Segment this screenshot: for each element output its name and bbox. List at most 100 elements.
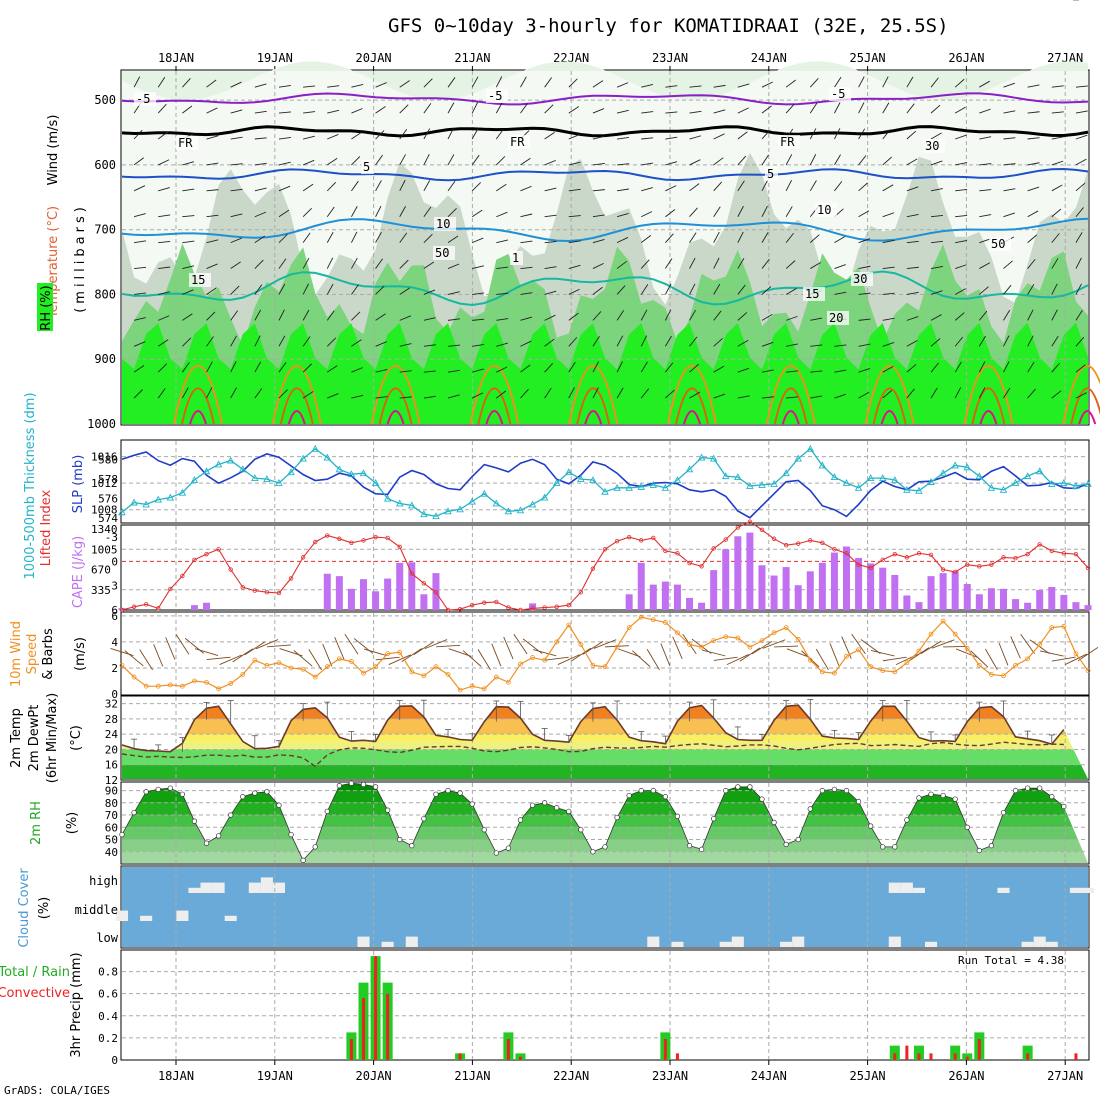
thickness-point xyxy=(589,476,597,483)
surface-wind-barb xyxy=(985,648,998,671)
lifted-index-point xyxy=(1085,565,1091,571)
wind-barb xyxy=(737,312,748,321)
wind-speed-point xyxy=(916,648,922,654)
slp-tick-label: 1008 xyxy=(91,504,118,517)
precip-total-bar xyxy=(889,1045,900,1060)
wind-barb xyxy=(616,335,624,347)
wind-barb xyxy=(472,344,485,347)
wind-speed-point xyxy=(795,636,801,642)
surface-wind-barb xyxy=(739,647,761,662)
cape-bar xyxy=(118,608,126,610)
thickness-point xyxy=(190,476,199,483)
cape-bar xyxy=(1036,590,1044,610)
wind-barb xyxy=(351,339,362,347)
slp-grid xyxy=(122,441,1088,522)
wind-barb xyxy=(1075,134,1088,140)
wind-barb xyxy=(351,131,362,140)
wind-barb xyxy=(302,391,314,399)
cape-frame xyxy=(120,524,1090,611)
thickness-point xyxy=(927,478,935,485)
thickness-point xyxy=(709,454,718,462)
wind-barb xyxy=(1003,82,1015,88)
wind-barb xyxy=(326,310,335,321)
rh-point xyxy=(505,845,512,851)
rh-point xyxy=(252,790,258,796)
wind-barb xyxy=(278,309,285,321)
contour-30 xyxy=(287,410,306,425)
contour-minus5 xyxy=(121,92,1089,106)
rh-legend-swatch xyxy=(37,283,53,331)
slp-tick-label: 1016 xyxy=(91,451,118,464)
lifted-index-point xyxy=(325,533,330,538)
surface-wind-barb xyxy=(726,654,749,666)
thickness-point xyxy=(444,507,452,515)
wind-speed-point xyxy=(783,625,789,631)
precip-tick-label: 0.4 xyxy=(98,1010,118,1023)
wind-barb xyxy=(302,183,314,192)
rh-point xyxy=(1049,794,1055,800)
surface-wind-barb xyxy=(344,633,359,655)
wind-barb xyxy=(472,368,484,373)
wind-speed-point xyxy=(336,656,342,662)
cloud-bar xyxy=(188,887,201,893)
wind-barb xyxy=(399,179,406,192)
rh-point xyxy=(215,833,222,839)
wind-barb xyxy=(423,261,435,269)
wind-barb xyxy=(134,266,147,269)
thickness-point xyxy=(734,473,742,481)
wind-speed-point xyxy=(844,653,849,659)
wind-barb xyxy=(785,232,794,243)
wind-barb xyxy=(882,129,891,140)
wind-barb xyxy=(689,257,696,269)
wind-barb xyxy=(1027,258,1036,269)
cloud-level-label: high xyxy=(89,874,118,888)
lifted-index-point xyxy=(313,539,318,545)
wind-speed-point xyxy=(771,630,777,636)
lifted-index-point xyxy=(796,541,801,546)
cape-bar xyxy=(867,563,875,610)
surface-wind-barb xyxy=(801,650,820,668)
wind-barb xyxy=(592,387,599,399)
wind-barb xyxy=(882,292,895,295)
contour-25 xyxy=(181,387,215,425)
wind-barb xyxy=(496,366,508,373)
wind-barb xyxy=(858,265,871,269)
rh-band-top xyxy=(122,61,1088,101)
wind-barb xyxy=(955,214,968,218)
wind-barb xyxy=(592,162,605,166)
wind-barb xyxy=(399,259,409,269)
temp-title-2: 2m DewPt xyxy=(27,705,42,772)
lifted-index-point xyxy=(687,560,692,566)
cloud-bar xyxy=(780,941,793,947)
cape-bar xyxy=(384,578,392,610)
rh-title-1: 2m RH xyxy=(29,801,44,845)
cape-bar xyxy=(975,594,983,610)
cloud-bars xyxy=(115,877,1095,947)
cloud-bar xyxy=(212,882,225,893)
wind-speed-point xyxy=(204,679,209,685)
rh-point xyxy=(940,792,946,799)
surface-wind-barb xyxy=(751,640,773,655)
wind-barb xyxy=(689,159,701,166)
temp-title-1: 2m Temp xyxy=(9,708,24,768)
cape-bar xyxy=(1072,602,1080,610)
wind-speed-point xyxy=(819,669,825,675)
rh-point xyxy=(578,827,584,833)
thickness-point xyxy=(311,444,319,452)
cloud-ticks: high middle low xyxy=(75,874,119,945)
bottom-day-label: 18JAN xyxy=(158,1069,194,1083)
wind-barb xyxy=(182,265,195,269)
wind-barb xyxy=(930,240,944,244)
wind-barb xyxy=(689,232,697,243)
wind-barb xyxy=(182,289,194,295)
cloud-title-2: (%) xyxy=(37,897,52,920)
contour-30 xyxy=(1078,410,1097,425)
cloud-grid xyxy=(175,867,1066,947)
contour-label: -5 xyxy=(488,89,502,103)
wind-speed-point xyxy=(1049,625,1055,631)
rh-point xyxy=(276,802,282,808)
wind-barb xyxy=(906,158,918,166)
surface-wind-barb xyxy=(1064,653,1087,665)
wind-speed-point xyxy=(759,638,765,644)
wind-barb xyxy=(399,287,410,295)
